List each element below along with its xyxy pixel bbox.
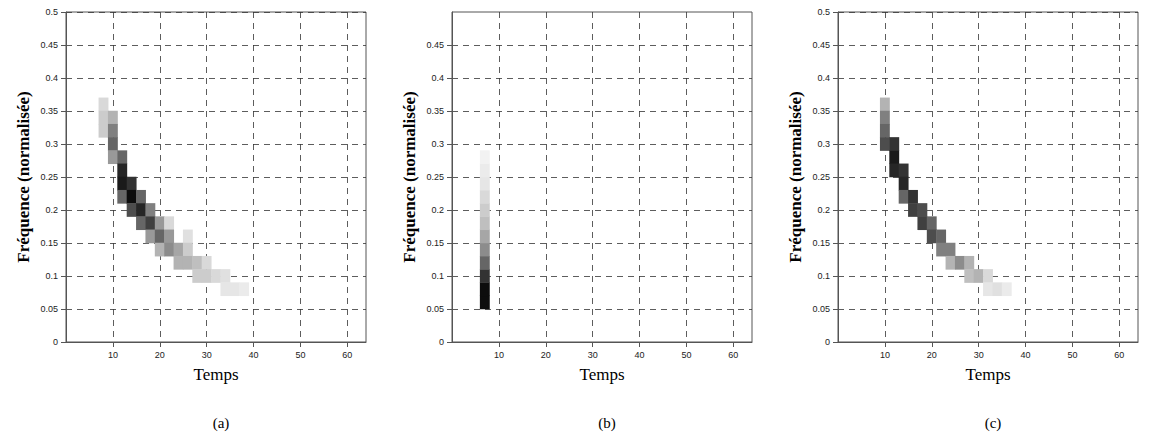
svg-text:60: 60: [342, 350, 352, 360]
svg-text:0.25: 0.25: [426, 172, 444, 182]
svg-text:0.4: 0.4: [817, 73, 830, 83]
svg-text:0.05: 0.05: [40, 304, 58, 314]
svg-text:0.25: 0.25: [40, 172, 58, 182]
svg-text:0.25: 0.25: [812, 172, 830, 182]
svg-text:Fréquence (normalisée): Fréquence (normalisée): [786, 91, 805, 262]
svg-text:0.45: 0.45: [426, 40, 444, 50]
svg-text:40: 40: [1020, 350, 1030, 360]
svg-text:10: 10: [108, 350, 118, 360]
svg-text:30: 30: [974, 350, 984, 360]
svg-text:0.35: 0.35: [426, 106, 444, 116]
svg-text:Fréquence (normalisée): Fréquence (normalisée): [400, 91, 419, 262]
svg-text:0.2: 0.2: [45, 205, 58, 215]
svg-text:0: 0: [53, 337, 58, 347]
svg-text:0.45: 0.45: [812, 40, 830, 50]
svg-text:0.05: 0.05: [812, 304, 830, 314]
svg-text:20: 20: [155, 350, 165, 360]
svg-text:40: 40: [248, 350, 258, 360]
svg-text:0.35: 0.35: [40, 106, 58, 116]
svg-text:0.4: 0.4: [45, 73, 58, 83]
svg-text:20: 20: [927, 350, 937, 360]
svg-text:10: 10: [880, 350, 890, 360]
svg-text:60: 60: [1114, 350, 1124, 360]
svg-text:Temps: Temps: [965, 365, 1010, 384]
svg-text:50: 50: [1067, 350, 1077, 360]
svg-text:30: 30: [202, 350, 212, 360]
svg-text:0.5: 0.5: [817, 7, 830, 17]
svg-text:0.4: 0.4: [431, 73, 444, 83]
svg-text:50: 50: [681, 350, 691, 360]
svg-text:0.15: 0.15: [426, 238, 444, 248]
svg-text:40: 40: [634, 350, 644, 360]
svg-text:(b): (b): [598, 415, 616, 432]
svg-text:(c): (c): [985, 415, 1002, 432]
svg-text:50: 50: [295, 350, 305, 360]
svg-text:0.15: 0.15: [40, 238, 58, 248]
svg-text:0.35: 0.35: [812, 106, 830, 116]
svg-text:30: 30: [588, 350, 598, 360]
svg-text:(a): (a): [213, 415, 230, 432]
svg-text:0: 0: [825, 337, 830, 347]
svg-text:20: 20: [541, 350, 551, 360]
svg-text:Temps: Temps: [193, 365, 238, 384]
svg-text:0.5: 0.5: [45, 7, 58, 17]
svg-text:0.3: 0.3: [45, 139, 58, 149]
svg-text:0.1: 0.1: [817, 271, 830, 281]
svg-text:0.2: 0.2: [817, 205, 830, 215]
svg-text:10: 10: [494, 350, 504, 360]
svg-text:0.2: 0.2: [431, 205, 444, 215]
svg-text:Fréquence (normalisée): Fréquence (normalisée): [14, 91, 33, 262]
svg-text:0.15: 0.15: [812, 238, 830, 248]
svg-text:0.3: 0.3: [817, 139, 830, 149]
svg-text:60: 60: [728, 350, 738, 360]
svg-text:0.05: 0.05: [426, 304, 444, 314]
svg-text:Temps: Temps: [579, 365, 624, 384]
svg-text:0.3: 0.3: [431, 139, 444, 149]
svg-text:0.1: 0.1: [45, 271, 58, 281]
svg-text:0: 0: [439, 337, 444, 347]
svg-text:0.45: 0.45: [40, 40, 58, 50]
svg-text:0.1: 0.1: [431, 271, 444, 281]
